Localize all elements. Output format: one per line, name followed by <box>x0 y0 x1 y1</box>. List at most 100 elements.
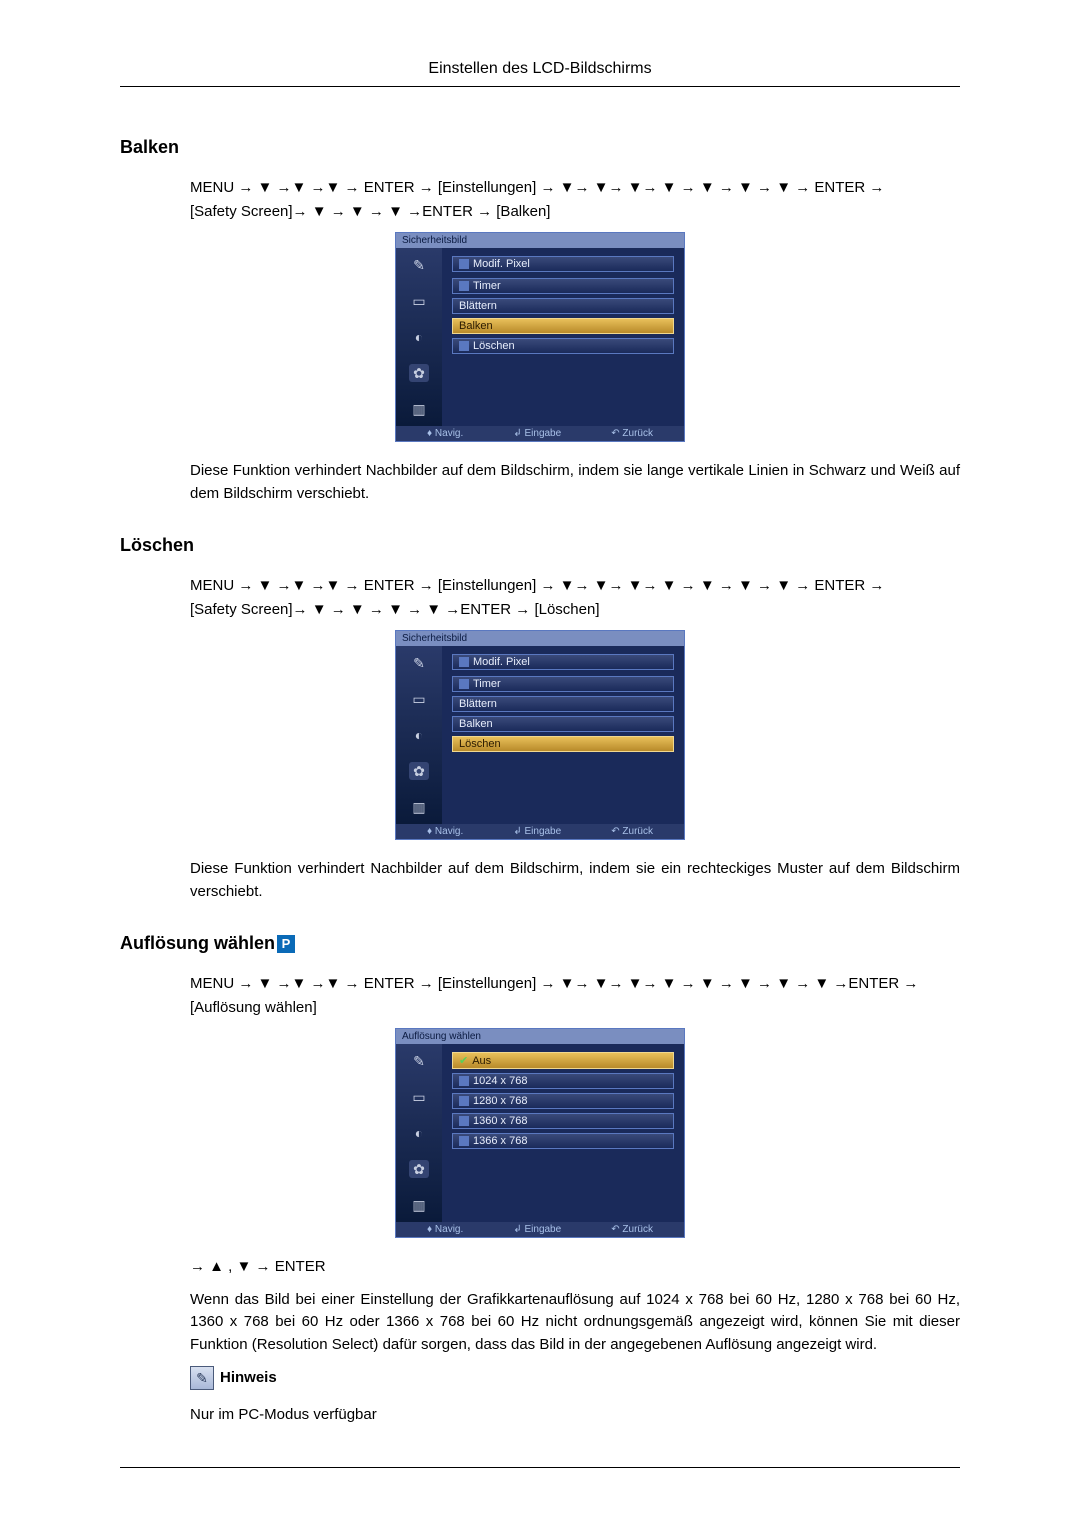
osd-footer-back: ↶ Zurück <box>611 1224 653 1235</box>
osd-icon: ✎ <box>409 654 429 672</box>
osd-icon-column: ✎ ▭ ◐ ✿ ▥ <box>396 1044 442 1222</box>
nav-line: [Safety Screen]→ ▼ → ▼ → ▼ → ▼ →ENTER → … <box>190 601 600 618</box>
section-title-text: Balken <box>120 137 179 157</box>
osd-menu: Auflösung wählen ✎ ▭ ◐ ✿ ▥ ✔ Aus 1024 x 7… <box>395 1028 685 1238</box>
note-icon: ✎ <box>190 1366 214 1390</box>
footer-divider <box>120 1467 960 1468</box>
section-title-aufloesung: Auflösung wählenP <box>120 933 960 954</box>
nav-line: [Safety Screen]→ ▼ → ▼ → ▼ →ENTER → [Bal… <box>190 203 550 220</box>
osd-item: Timer <box>452 278 674 294</box>
osd-footer: ♦ Navig. ↲ Eingabe ↶ Zurück <box>396 1222 684 1237</box>
osd-item-label: Modif. Pixel <box>473 656 530 668</box>
osd-icon: ◐ <box>409 726 429 744</box>
nav-line: MENU → ▼ →▼ →▼ → ENTER → [Einstellungen]… <box>190 179 884 196</box>
osd-icon-column: ✎ ▭ ◐ ✿ ▥ <box>396 646 442 824</box>
osd-title: Sicherheitsbild <box>396 631 684 646</box>
osd-item-label: 1366 x 768 <box>473 1135 527 1147</box>
osd-icon: ▭ <box>409 1088 429 1106</box>
osd-item: 1280 x 768 <box>452 1093 674 1109</box>
osd-item-list: Modif. Pixel Timer Blättern Balken Lösch… <box>442 646 684 824</box>
note-label: Hinweis <box>220 1367 277 1390</box>
osd-footer-nav: ♦ Navig. <box>427 428 463 439</box>
post-nav-line: → ▲ , ▼ → ENTER <box>190 1256 960 1279</box>
osd-item: Blättern <box>452 298 674 314</box>
check-icon: ✔ <box>459 1055 468 1067</box>
osd-footer-back: ↶ Zurück <box>611 428 653 439</box>
osd-screenshot-balken: Sicherheitsbild ✎ ▭ ◐ ✿ ▥ Modif. Pixel T… <box>395 232 685 442</box>
note-body: Nur im PC-Modus verfügbar <box>190 1404 960 1427</box>
osd-icon: ▥ <box>409 798 429 816</box>
nav-line: [Auflösung wählen] <box>190 999 317 1016</box>
osd-icon: ▥ <box>409 400 429 418</box>
osd-icon: ✎ <box>409 1052 429 1070</box>
osd-footer-nav: ♦ Navig. <box>427 826 463 837</box>
osd-item: 1024 x 768 <box>452 1073 674 1089</box>
osd-body: ✎ ▭ ◐ ✿ ▥ Modif. Pixel Timer Blättern Ba… <box>396 248 684 426</box>
pc-mode-badge: P <box>277 935 295 953</box>
body-text-aufloesung: Wenn das Bild bei einer Einstellung der … <box>190 1289 960 1357</box>
osd-screenshot-aufloesung: Auflösung wählen ✎ ▭ ◐ ✿ ▥ ✔ Aus 1024 x 7… <box>395 1028 685 1238</box>
osd-item-label: 1024 x 768 <box>473 1075 527 1087</box>
nav-line: MENU → ▼ →▼ →▼ → ENTER → [Einstellungen]… <box>190 577 884 594</box>
section-title-text: Löschen <box>120 535 194 555</box>
nav-path-aufloesung: MENU → ▼ →▼ →▼ → ENTER → [Einstellungen]… <box>190 972 960 1020</box>
osd-icon: ◐ <box>409 328 429 346</box>
osd-item: Timer <box>452 676 674 692</box>
osd-footer-enter: ↲ Eingabe <box>513 1224 561 1235</box>
osd-icon-column: ✎ ▭ ◐ ✿ ▥ <box>396 248 442 426</box>
nav-path-loeschen: MENU → ▼ →▼ →▼ → ENTER → [Einstellungen]… <box>190 574 960 622</box>
section-title-balken: Balken <box>120 137 960 158</box>
osd-footer-enter: ↲ Eingabe <box>513 428 561 439</box>
osd-item-label: Timer <box>473 678 501 690</box>
nav-line: MENU → ▼ →▼ →▼ → ENTER → [Einstellungen]… <box>190 975 918 992</box>
osd-item: Modif. Pixel <box>452 654 674 670</box>
section-title-text: Auflösung wählen <box>120 933 275 953</box>
osd-item-label: Timer <box>473 280 501 292</box>
osd-item-label: 1280 x 768 <box>473 1095 527 1107</box>
osd-icon: ✎ <box>409 256 429 274</box>
osd-title: Sicherheitsbild <box>396 233 684 248</box>
nav-path-balken: MENU → ▼ →▼ →▼ → ENTER → [Einstellungen]… <box>190 176 960 224</box>
osd-item: 1366 x 768 <box>452 1133 674 1149</box>
osd-footer-back: ↶ Zurück <box>611 826 653 837</box>
body-text-balken: Diese Funktion verhindert Nachbilder auf… <box>190 460 960 505</box>
osd-body: ✎ ▭ ◐ ✿ ▥ Modif. Pixel Timer Blättern Ba… <box>396 646 684 824</box>
osd-item-label: Modif. Pixel <box>473 258 530 270</box>
osd-icon: ▥ <box>409 1196 429 1214</box>
osd-item-label: 1360 x 768 <box>473 1115 527 1127</box>
osd-item-list: Modif. Pixel Timer Blättern Balken Lösch… <box>442 248 684 426</box>
osd-icon: ✿ <box>409 364 429 382</box>
osd-item-selected: ✔ Aus <box>452 1052 674 1069</box>
osd-icon: ✿ <box>409 1160 429 1178</box>
osd-footer-enter: ↲ Eingabe <box>513 826 561 837</box>
page-header: Einstellen des LCD-Bildschirms <box>120 60 960 87</box>
osd-footer: ♦ Navig. ↲ Eingabe ↶ Zurück <box>396 426 684 441</box>
page-root: Einstellen des LCD-Bildschirms Balken ME… <box>0 0 1080 1528</box>
osd-item-label: Aus <box>472 1055 491 1067</box>
osd-item-list: ✔ Aus 1024 x 768 1280 x 768 1360 x 768 13… <box>442 1044 684 1222</box>
osd-item: Blättern <box>452 696 674 712</box>
osd-item: Balken <box>452 716 674 732</box>
osd-item-label: Blättern <box>459 698 497 710</box>
osd-icon: ▭ <box>409 292 429 310</box>
osd-menu: Sicherheitsbild ✎ ▭ ◐ ✿ ▥ Modif. Pixel T… <box>395 630 685 840</box>
osd-icon: ▭ <box>409 690 429 708</box>
osd-screenshot-loeschen: Sicherheitsbild ✎ ▭ ◐ ✿ ▥ Modif. Pixel T… <box>395 630 685 840</box>
osd-title: Auflösung wählen <box>396 1029 684 1044</box>
osd-item-label: Balken <box>459 718 493 730</box>
osd-footer: ♦ Navig. ↲ Eingabe ↶ Zurück <box>396 824 684 839</box>
osd-item-label: Löschen <box>459 738 501 750</box>
osd-item-selected: Balken <box>452 318 674 334</box>
section-title-loeschen: Löschen <box>120 535 960 556</box>
osd-item-label: Löschen <box>473 340 515 352</box>
osd-menu: Sicherheitsbild ✎ ▭ ◐ ✿ ▥ Modif. Pixel T… <box>395 232 685 442</box>
osd-icon: ◐ <box>409 1124 429 1142</box>
body-text-loeschen: Diese Funktion verhindert Nachbilder auf… <box>190 858 960 903</box>
osd-footer-nav: ♦ Navig. <box>427 1224 463 1235</box>
osd-item: Modif. Pixel <box>452 256 674 272</box>
osd-item: 1360 x 768 <box>452 1113 674 1129</box>
osd-item-label: Balken <box>459 320 493 332</box>
osd-item-selected: Löschen <box>452 736 674 752</box>
note-row: ✎ Hinweis <box>190 1366 960 1390</box>
header-title: Einstellen des LCD-Bildschirms <box>428 60 651 77</box>
